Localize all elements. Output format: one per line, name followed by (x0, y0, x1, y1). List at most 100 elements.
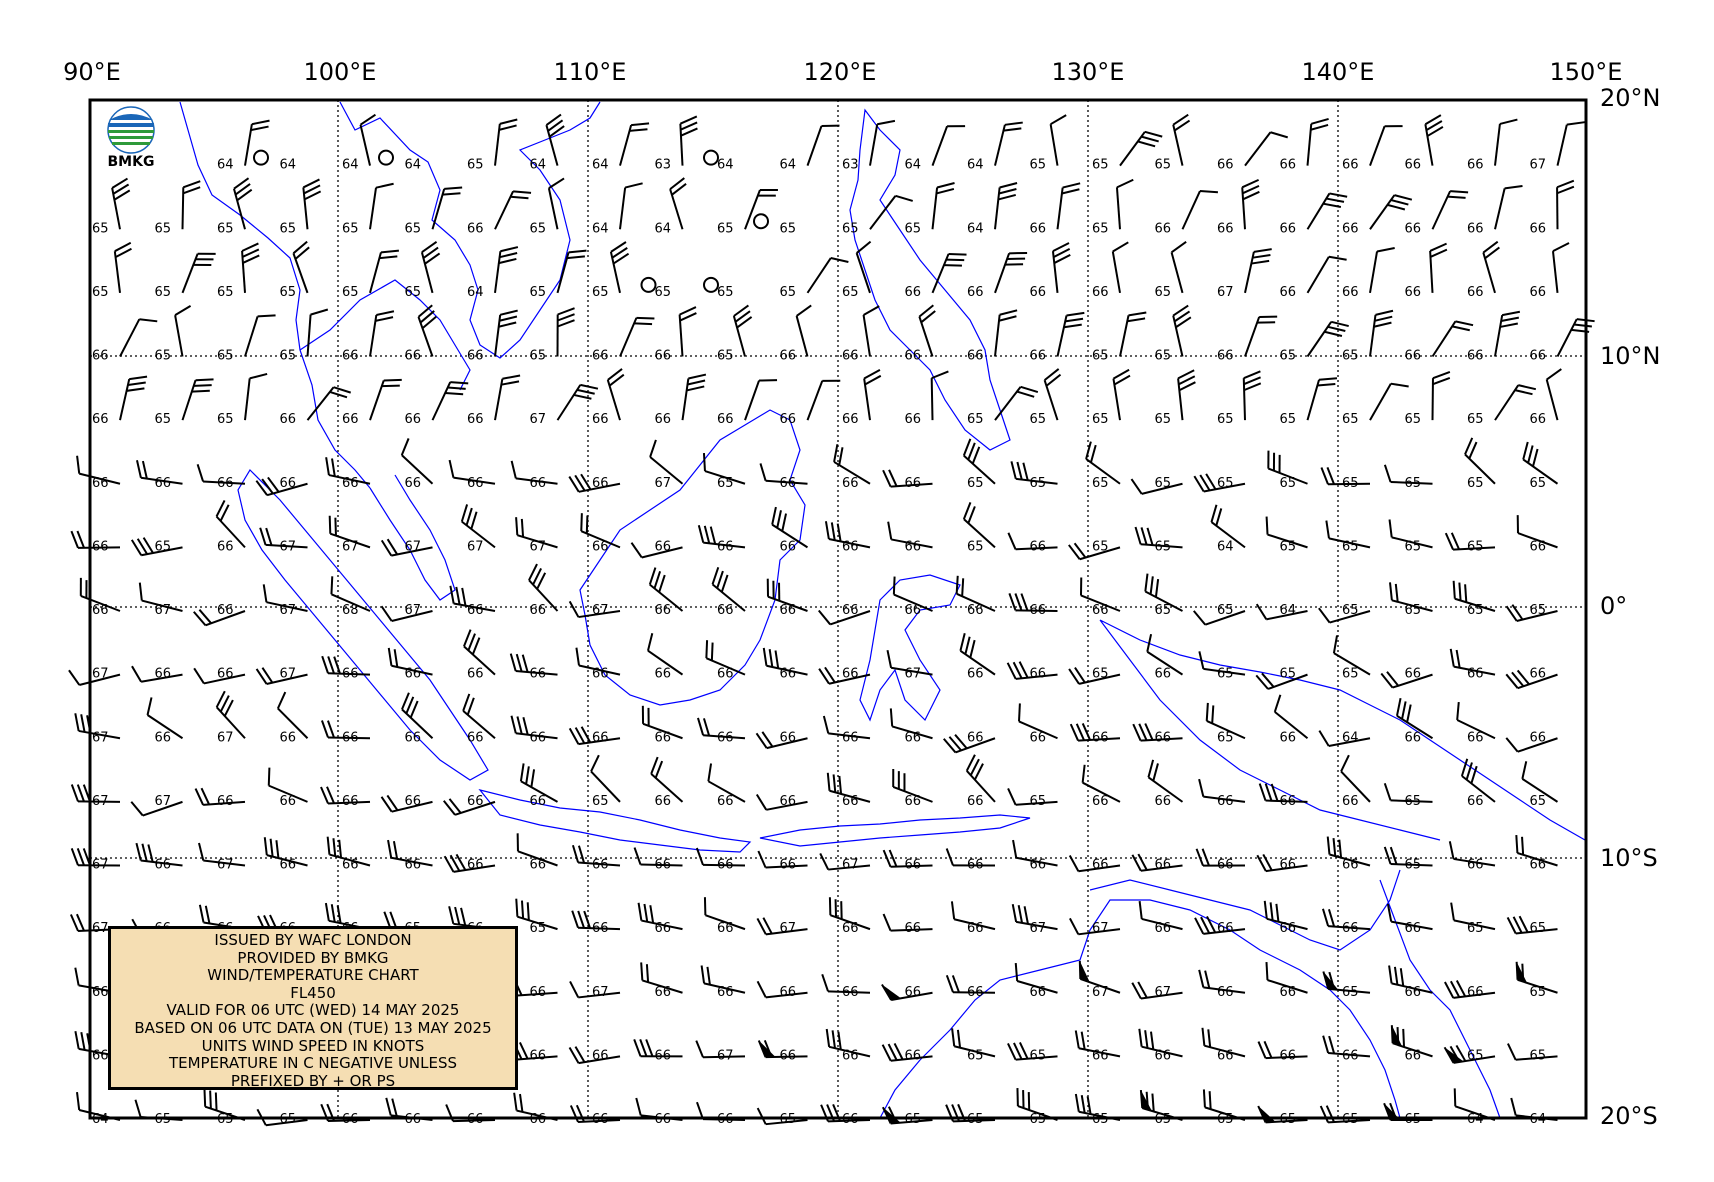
temperature-value: 66 (967, 794, 984, 809)
wind-barb (1369, 247, 1395, 294)
temperature-value: 66 (405, 858, 422, 873)
wind-barb (951, 1028, 996, 1058)
temperature-value: 65 (1280, 412, 1297, 427)
temperature-value: 66 (530, 794, 547, 809)
lon-label: 100°E (304, 58, 377, 86)
wind-barb (1255, 603, 1308, 621)
wind-barb (494, 118, 518, 166)
lon-label: 150°E (1550, 58, 1623, 86)
temperature-value: 67 (280, 539, 297, 554)
wind-barb (619, 316, 655, 357)
wind-barb (818, 666, 871, 685)
temperature-value: 65 (530, 221, 547, 236)
wind-barb (1320, 467, 1371, 486)
temperature-value: 66 (530, 858, 547, 873)
temperature-value: 66 (780, 1048, 797, 1063)
wind-barb (244, 314, 276, 357)
wind-barb (700, 965, 746, 994)
wind-barb (1380, 671, 1433, 689)
temperature-value: 66 (530, 603, 547, 618)
wind-barb (959, 633, 996, 676)
temperature-value: 65 (842, 221, 859, 236)
calm-wind-circle (703, 276, 719, 293)
coast-lesser-sunda (759, 814, 1031, 847)
temperature-value: 66 (467, 221, 484, 236)
temperature-value: 66 (842, 476, 859, 491)
wind-barb (1448, 841, 1496, 867)
temperature-value: 66 (592, 667, 609, 682)
temperature-value: 65 (155, 412, 172, 427)
temperature-value: 67 (342, 539, 359, 554)
temperature-value: 66 (280, 412, 297, 427)
temperature-value: 66 (1530, 349, 1547, 364)
wind-barb (744, 379, 778, 421)
temperature-value: 66 (780, 476, 797, 491)
temperature-value: 66 (1530, 539, 1547, 554)
temperature-value: 68 (342, 603, 359, 618)
temperature-value: 66 (1030, 349, 1047, 364)
wind-barb (619, 182, 643, 230)
wind-barb (637, 902, 683, 931)
wind-barb (1056, 311, 1085, 357)
temperature-value: 66 (592, 539, 609, 554)
wind-barb (771, 506, 809, 549)
wind-barb (1008, 593, 1058, 612)
temperature-value: 66 (717, 794, 734, 809)
temperature-value: 65 (1155, 476, 1172, 491)
temperature-value: 66 (217, 794, 234, 809)
temperature-value: 66 (1217, 158, 1234, 173)
temperature-value: 66 (1405, 349, 1422, 364)
temperature-value: 66 (1280, 285, 1297, 300)
wind-barb (1494, 185, 1523, 230)
temperature-value: 65 (1530, 794, 1547, 809)
wind-barb (494, 190, 532, 230)
temperature-value: 66 (780, 539, 797, 554)
temperature-value: 66 (530, 667, 547, 682)
temperature-value: 66 (967, 349, 984, 364)
temperature-value: 65 (1092, 667, 1109, 682)
wind-barb (1069, 723, 1121, 742)
wind-barb (1369, 194, 1413, 230)
wind-barb (1112, 368, 1131, 421)
temperature-value: 66 (1217, 1048, 1234, 1063)
wind-barb (1018, 703, 1058, 740)
temperature-value: 66 (467, 412, 484, 427)
wind-barb (1325, 520, 1371, 549)
temperature-value: 65 (1467, 1048, 1484, 1063)
wind-barb (568, 726, 621, 746)
temperature-value: 67 (405, 603, 422, 618)
temperature-value: 66 (1155, 221, 1172, 236)
info-valid-time: VALID FOR 06 UTC (WED) 14 MAY 2025 (166, 1001, 460, 1020)
wind-barb (1007, 1042, 1058, 1061)
wind-barb (1322, 1035, 1371, 1058)
wind-barb (68, 669, 121, 686)
temperature-value: 66 (1092, 858, 1109, 873)
temperature-value: 66 (592, 858, 609, 873)
temperature-value: 66 (1467, 349, 1484, 364)
temperature-value: 66 (155, 858, 172, 873)
wind-barb (918, 304, 936, 357)
temperature-value: 66 (1030, 730, 1047, 745)
wind-barb (1318, 730, 1371, 747)
wind-barb (1085, 441, 1121, 485)
temperature-value: 65 (842, 285, 859, 300)
temperature-value: 66 (280, 794, 297, 809)
wind-barb (321, 655, 371, 676)
wind-barb (1111, 241, 1129, 294)
temperature-value: 66 (92, 603, 109, 618)
temperature-value: 67 (842, 858, 859, 873)
wind-barb (756, 1107, 808, 1126)
wind-barb (1147, 759, 1184, 803)
wind-barb (119, 318, 158, 357)
wind-barb (826, 772, 871, 803)
temperature-value: 66 (1467, 858, 1484, 873)
temperature-value: 66 (655, 1048, 672, 1063)
temperature-value: 65 (1280, 476, 1297, 491)
temperature-value: 66 (967, 985, 984, 1000)
wind-barb (380, 538, 433, 557)
wind-barb (276, 691, 309, 739)
temperature-value: 66 (967, 858, 984, 873)
wind-barb (509, 653, 558, 676)
wind-barb (79, 577, 121, 612)
wind-barb (757, 1039, 808, 1059)
